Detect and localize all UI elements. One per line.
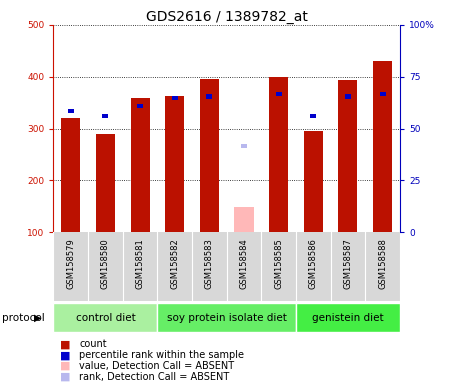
- Bar: [296, 303, 400, 333]
- Text: rank, Detection Call = ABSENT: rank, Detection Call = ABSENT: [79, 372, 229, 382]
- Text: ■: ■: [60, 350, 71, 360]
- Bar: [172, 96, 178, 100]
- Bar: [131, 98, 150, 232]
- Text: ■: ■: [60, 372, 71, 382]
- Text: ■: ■: [60, 361, 71, 371]
- Bar: [61, 118, 80, 232]
- Bar: [310, 114, 316, 118]
- Text: protocol: protocol: [2, 313, 45, 323]
- Text: GSM158586: GSM158586: [309, 238, 318, 289]
- Bar: [345, 94, 351, 99]
- Text: GSM158587: GSM158587: [344, 238, 352, 289]
- Bar: [68, 109, 74, 113]
- Text: GSM158584: GSM158584: [239, 238, 248, 289]
- Bar: [339, 80, 358, 232]
- Bar: [137, 104, 143, 108]
- Bar: [200, 79, 219, 232]
- Text: value, Detection Call = ABSENT: value, Detection Call = ABSENT: [79, 361, 234, 371]
- Text: control diet: control diet: [76, 313, 135, 323]
- Bar: [276, 92, 282, 96]
- Text: count: count: [79, 339, 106, 349]
- Bar: [269, 77, 288, 232]
- Bar: [53, 303, 157, 333]
- Bar: [234, 207, 253, 232]
- Bar: [102, 114, 108, 118]
- Bar: [165, 96, 184, 232]
- Text: GSM158583: GSM158583: [205, 238, 214, 289]
- Bar: [304, 131, 323, 232]
- Bar: [373, 61, 392, 232]
- Bar: [96, 134, 115, 232]
- Bar: [157, 303, 296, 333]
- Bar: [206, 94, 213, 99]
- Text: GSM158582: GSM158582: [170, 238, 179, 289]
- Text: soy protein isolate diet: soy protein isolate diet: [167, 313, 286, 323]
- Bar: [241, 144, 247, 148]
- Text: GSM158581: GSM158581: [136, 238, 145, 289]
- Text: ■: ■: [60, 339, 71, 349]
- Text: ▶: ▶: [33, 313, 41, 323]
- Text: GSM158588: GSM158588: [378, 238, 387, 289]
- Text: GSM158579: GSM158579: [66, 238, 75, 289]
- Text: GSM158580: GSM158580: [101, 238, 110, 289]
- Text: percentile rank within the sample: percentile rank within the sample: [79, 350, 244, 360]
- Bar: [379, 92, 385, 96]
- Text: genistein diet: genistein diet: [312, 313, 384, 323]
- Title: GDS2616 / 1389782_at: GDS2616 / 1389782_at: [146, 10, 308, 24]
- Text: GSM158585: GSM158585: [274, 238, 283, 289]
